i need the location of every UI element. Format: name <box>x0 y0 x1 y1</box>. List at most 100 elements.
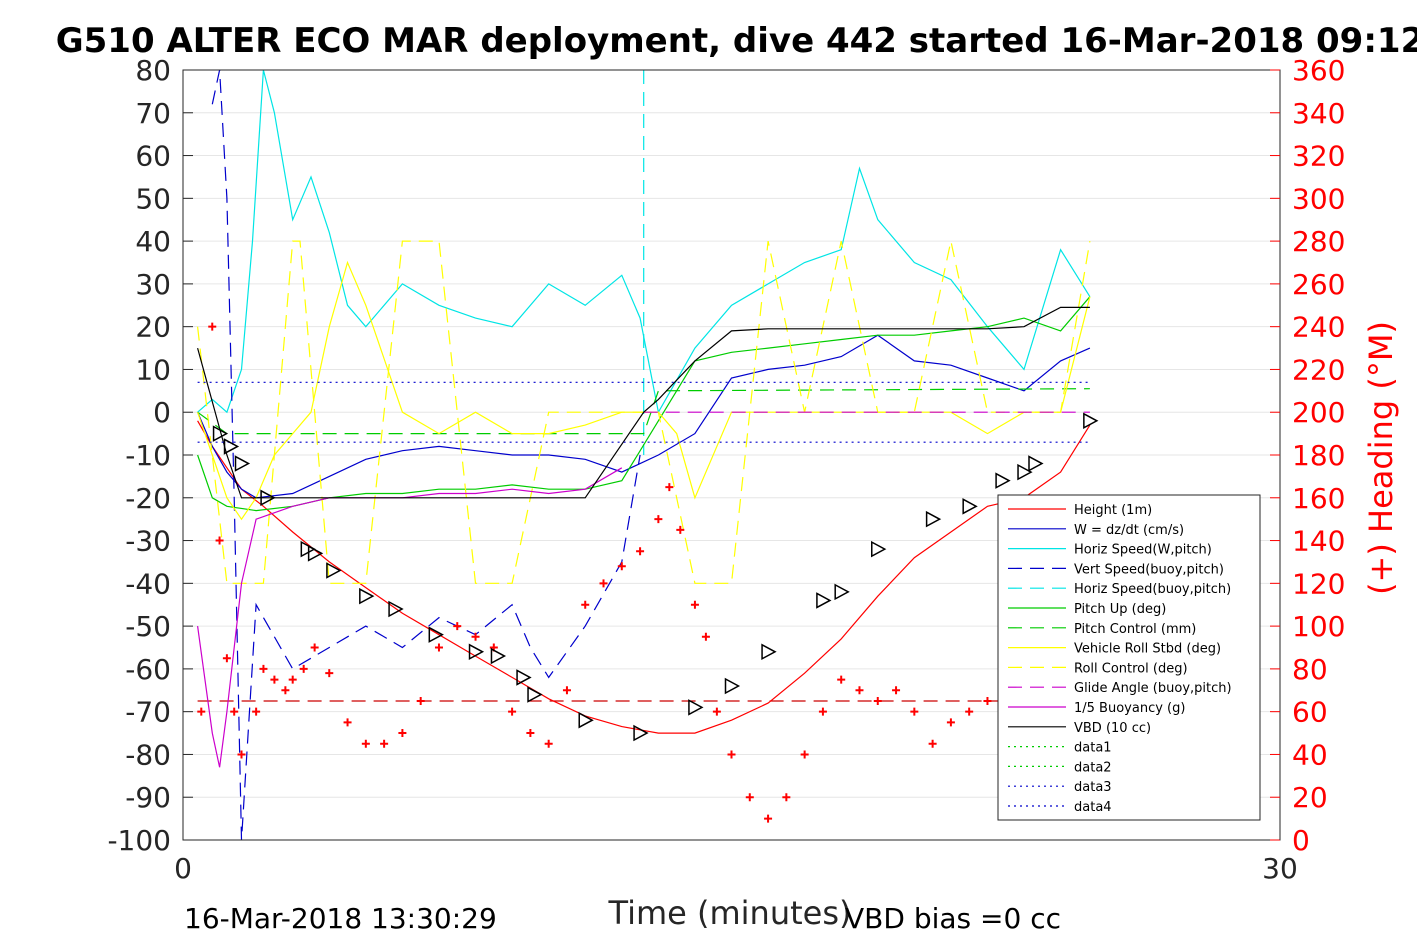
y-tick-label: 70 <box>135 97 171 130</box>
heading-point <box>782 793 791 802</box>
heading-point <box>818 707 827 716</box>
legend-entry: Horiz Speed(W,pitch) <box>1074 543 1212 558</box>
heading-point <box>712 707 721 716</box>
heading-point <box>434 643 443 652</box>
right-tick-label: 200 <box>1292 396 1345 429</box>
series-line <box>197 70 1091 414</box>
dive-marker <box>527 686 543 703</box>
dive-marker <box>516 669 532 686</box>
y-tick-label: -40 <box>125 567 171 600</box>
legend-entry: Horiz Speed(buoy,pitch) <box>1074 582 1231 597</box>
right-tick-label: 0 <box>1292 824 1310 857</box>
dive-marker <box>995 472 1011 489</box>
heading-point <box>325 669 334 678</box>
heading-point <box>837 675 846 684</box>
heading-point <box>252 707 261 716</box>
heading-point <box>508 707 517 716</box>
heading-point <box>599 579 608 588</box>
heading-point <box>855 686 864 695</box>
dive-marker <box>871 540 887 558</box>
dive-marker <box>326 562 342 579</box>
heading-point <box>946 718 955 727</box>
right-tick-label: 240 <box>1292 311 1345 344</box>
heading-point <box>526 729 535 738</box>
y-tick-label: 30 <box>135 268 171 301</box>
dive-marker <box>925 510 942 528</box>
dive-marker <box>359 587 375 605</box>
y-tick-label: 20 <box>135 311 171 344</box>
legend-entry: W = dz/dt (cm/s) <box>1074 523 1184 538</box>
dive-marker <box>428 626 444 643</box>
y-tick-label: -10 <box>125 439 171 472</box>
heading-point <box>471 632 480 641</box>
heading-point <box>270 675 279 684</box>
heading-point <box>343 718 352 727</box>
y-tick-label: -80 <box>125 738 171 771</box>
legend-entry: Pitch Up (deg) <box>1074 602 1166 617</box>
dive-marker <box>834 583 850 601</box>
series-line <box>197 240 1091 584</box>
legend-entry: 1/5 Buoyancy (g) <box>1074 701 1185 716</box>
heading-point <box>259 664 268 673</box>
right-tick-label: 280 <box>1292 225 1345 258</box>
legend-entry: Vehicle Roll Stbd (deg) <box>1074 642 1221 657</box>
dive-markers <box>212 412 1099 742</box>
heading-point <box>676 525 685 534</box>
legend-entry: Vert Speed(buoy,pitch) <box>1074 562 1224 577</box>
right-tick-label: 320 <box>1292 140 1345 173</box>
right-tick-label: 100 <box>1292 610 1345 643</box>
dive-marker <box>1017 463 1033 481</box>
y-tick-label: -100 <box>107 824 171 857</box>
x-tick-label: 0 <box>174 852 192 885</box>
heading-point <box>544 739 553 748</box>
right-tick-label: 40 <box>1292 738 1328 771</box>
heading-point <box>380 739 389 748</box>
legend-entry: Glide Angle (buoy,pitch) <box>1074 681 1232 696</box>
left-axis: 80 70 60 50 40 30 20 10 0 -10 -20 -30 -40 -50 -60 -70 -8… <box>107 54 193 857</box>
heading-point <box>800 750 809 759</box>
y-tick-label: 60 <box>135 140 171 173</box>
right-axis-label: (+) Heading (°M) <box>1362 321 1400 595</box>
y-tick-label: 80 <box>135 54 171 87</box>
heading-point <box>361 739 370 748</box>
heading-point <box>230 707 239 716</box>
timestamp-footer: 16-Mar-2018 13:30:29 <box>184 902 497 935</box>
heading-point <box>398 729 407 738</box>
y-tick-label: -70 <box>125 696 171 729</box>
x-tick-label: 30 <box>1262 852 1298 885</box>
right-tick-label: 220 <box>1292 353 1345 386</box>
heading-point <box>701 632 710 641</box>
dive-marker <box>223 438 240 455</box>
legend-entry: data2 <box>1074 760 1112 775</box>
series-line <box>197 420 1091 734</box>
x-axis-label: Time (minutes) <box>608 894 852 932</box>
heading-point <box>965 707 974 716</box>
y-tick-label: 0 <box>153 396 171 429</box>
heading-point <box>654 515 663 524</box>
legend-entry: Pitch Control (mm) <box>1074 622 1196 637</box>
heading-point <box>288 675 297 684</box>
heading-point <box>215 536 224 545</box>
right-tick-label: 180 <box>1292 439 1345 472</box>
dive-marker <box>260 489 276 507</box>
series-line <box>211 70 641 840</box>
y-tick-label: -30 <box>125 525 171 558</box>
dive-marker <box>307 545 324 562</box>
y-tick-label: -90 <box>125 781 171 814</box>
legend-entry: data1 <box>1074 741 1112 756</box>
dive-marker <box>962 498 978 515</box>
heading-point <box>222 654 231 663</box>
series-line <box>197 334 1091 499</box>
right-tick-label: 160 <box>1292 482 1345 515</box>
legend: Height (1m) W = dz/dt (cm/s) Horiz Speed(W… <box>997 494 1261 821</box>
dive-marker <box>212 425 229 442</box>
y-tick-label: 50 <box>135 182 171 215</box>
dive-marker <box>761 643 777 661</box>
heading-point <box>208 322 217 331</box>
legend-entry: data4 <box>1074 800 1112 815</box>
heading-point <box>910 707 919 716</box>
dive-marker <box>300 540 316 558</box>
heading-point <box>892 686 901 695</box>
y-tick-label: -20 <box>125 482 171 515</box>
